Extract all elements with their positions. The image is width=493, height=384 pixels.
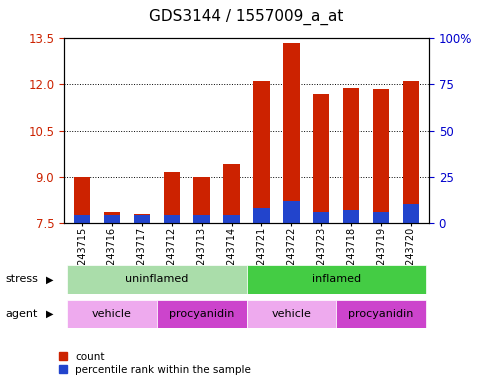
Bar — [343, 210, 359, 223]
Bar — [343, 88, 359, 223]
Legend: count, percentile rank within the sample: count, percentile rank within the sample — [55, 348, 255, 379]
Bar — [253, 81, 270, 223]
Bar — [313, 212, 329, 223]
Bar — [246, 265, 426, 294]
Bar — [283, 43, 300, 223]
Bar — [134, 215, 150, 223]
Text: procyanidin: procyanidin — [169, 309, 234, 319]
Bar — [67, 265, 246, 294]
Text: vehicle: vehicle — [92, 309, 132, 319]
Text: procyanidin: procyanidin — [349, 309, 414, 319]
Bar — [74, 177, 90, 223]
Text: stress: stress — [5, 274, 38, 285]
Bar — [253, 208, 270, 223]
Text: ▶: ▶ — [45, 309, 53, 319]
Bar — [223, 215, 240, 223]
Bar — [164, 215, 180, 223]
Bar — [134, 214, 150, 223]
Bar — [104, 212, 120, 223]
Text: inflamed: inflamed — [312, 274, 361, 285]
Bar — [283, 200, 300, 223]
Bar — [157, 300, 246, 328]
Bar — [373, 89, 389, 223]
Bar — [403, 204, 419, 223]
Bar — [67, 300, 157, 328]
Bar — [313, 94, 329, 223]
Bar — [164, 172, 180, 223]
Bar — [246, 300, 336, 328]
Bar — [74, 215, 90, 223]
Bar — [403, 81, 419, 223]
Text: vehicle: vehicle — [272, 309, 311, 319]
Text: GDS3144 / 1557009_a_at: GDS3144 / 1557009_a_at — [149, 9, 344, 25]
Text: uninflamed: uninflamed — [125, 274, 188, 285]
Bar — [223, 164, 240, 223]
Text: agent: agent — [5, 309, 37, 319]
Bar — [193, 215, 210, 223]
Bar — [104, 215, 120, 223]
Text: ▶: ▶ — [45, 274, 53, 285]
Bar — [373, 212, 389, 223]
Bar — [336, 300, 426, 328]
Bar — [193, 177, 210, 223]
